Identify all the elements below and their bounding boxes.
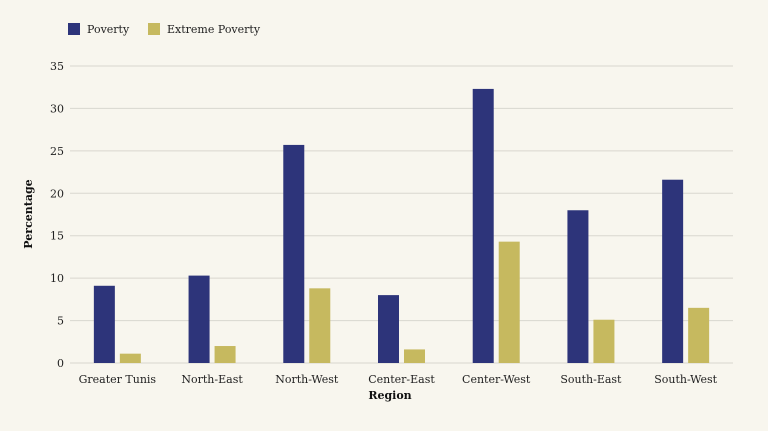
x-tick-label: North-East [181, 373, 243, 386]
legend-swatch-extreme-poverty [148, 23, 160, 35]
gridlines [70, 65, 733, 364]
x-tick-label: North-West [275, 373, 339, 386]
x-tick-label: South-East [560, 373, 622, 386]
x-tick-label: South-West [654, 373, 717, 386]
x-axis-tick-labels: Greater Tunis North-East North-West Center-… [79, 373, 718, 386]
y-tick-label: 20 [50, 187, 64, 200]
bar-poverty-greater-tunis [93, 285, 115, 363]
bar-poverty-center-west [472, 88, 494, 363]
y-axis-title: Percentage [22, 179, 35, 248]
y-tick-label: 15 [50, 230, 64, 243]
legend: Poverty Extreme Poverty [68, 23, 261, 36]
x-tick-label: Greater Tunis [79, 373, 157, 386]
x-axis-title: Region [368, 389, 411, 402]
y-tick-label: 10 [50, 272, 64, 285]
y-tick-label: 25 [50, 145, 64, 158]
y-tick-label: 0 [57, 357, 64, 370]
legend-label-poverty: Poverty [87, 23, 130, 36]
legend-swatch-poverty [68, 23, 80, 35]
bar-extreme-poverty-center-east [404, 349, 425, 363]
y-tick-label: 30 [50, 102, 64, 115]
bar-extreme-poverty-north-west [309, 288, 331, 363]
bar-extreme-poverty-south-east [593, 319, 615, 363]
bar-extreme-poverty-center-west [498, 241, 520, 363]
bar-poverty-north-west [283, 144, 305, 363]
bar-poverty-center-east [378, 295, 399, 363]
bar-extreme-poverty-greater-tunis [119, 353, 141, 363]
x-tick-label: Center-West [462, 373, 531, 386]
bar-extreme-poverty-north-east [214, 346, 236, 363]
legend-label-extreme-poverty: Extreme Poverty [167, 23, 261, 36]
bars [93, 88, 710, 363]
bar-poverty-north-east [188, 275, 210, 363]
bar-extreme-poverty-south-west [688, 307, 710, 363]
bar-poverty-south-west [662, 179, 684, 363]
y-tick-label: 35 [50, 60, 64, 73]
y-tick-label: 5 [57, 315, 64, 328]
bar-poverty-south-east [567, 210, 589, 363]
x-tick-label: Center-East [368, 373, 435, 386]
y-axis-tick-labels: 0 5 10 15 20 25 30 35 [50, 60, 64, 370]
